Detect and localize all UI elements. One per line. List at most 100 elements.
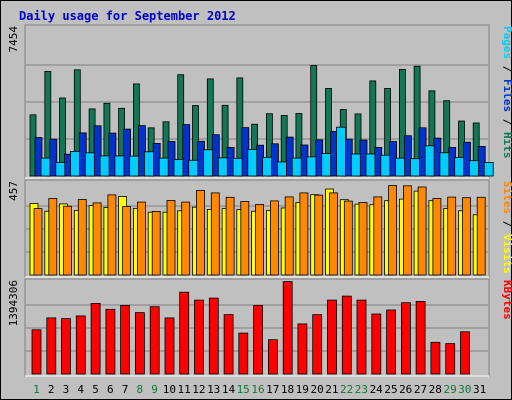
bar-kbytes-day-1 xyxy=(31,329,42,375)
bar-files-day-1 xyxy=(34,137,43,177)
bar-kbytes-day-28 xyxy=(430,341,441,375)
day-label-25: 25 xyxy=(384,383,397,396)
legend-entry: Pages xyxy=(501,26,512,59)
day-label-20: 20 xyxy=(310,383,323,396)
bar-kbytes-day-8 xyxy=(134,312,145,375)
bar-sites-day-29 xyxy=(447,196,457,276)
legend: Sites / Visits xyxy=(501,181,512,274)
legend-entry: Visits xyxy=(501,234,512,274)
day-labels: 1 2 3 4 5 6 7 8 9 10 11 12 13 14 15 16 17 18 19 20 21 22 23 24 2… xyxy=(33,383,486,396)
bar-pages-day-13 xyxy=(217,157,228,177)
bar-sites-day-3 xyxy=(63,205,72,276)
bar-sites-day-19 xyxy=(299,192,309,276)
legend-entry: Sites xyxy=(501,181,512,214)
day-label-9: 9 xyxy=(151,383,158,396)
bar-kbytes-day-4 xyxy=(75,315,86,375)
bar-pages-day-9 xyxy=(158,157,169,177)
bar-kbytes-day-30 xyxy=(460,331,470,375)
day-label-22: 22 xyxy=(340,383,353,396)
bar-kbytes-day-2 xyxy=(46,317,57,375)
day-label-30: 30 xyxy=(458,383,471,396)
bar-pages-day-31 xyxy=(483,162,494,177)
bar-pages-day-12 xyxy=(203,149,213,177)
day-label-18: 18 xyxy=(281,383,294,396)
bar-sites-day-1 xyxy=(33,208,43,276)
bar-sites-day-21 xyxy=(329,192,338,276)
bar-pages-day-4 xyxy=(84,152,95,177)
bar-pages-day-17 xyxy=(276,161,287,177)
bar-files-day-11 xyxy=(182,124,191,177)
day-label-11: 11 xyxy=(177,383,190,396)
day-label-8: 8 xyxy=(136,383,143,396)
bar-files-day-7 xyxy=(123,128,131,177)
bar-kbytes-day-3 xyxy=(61,318,71,375)
day-label-10: 10 xyxy=(163,383,176,396)
bar-kbytes-day-15 xyxy=(238,332,249,375)
day-label-5: 5 xyxy=(92,383,99,396)
legend: KBytes xyxy=(501,280,512,320)
bar-kbytes-day-13 xyxy=(208,297,219,375)
bar-pages-day-30 xyxy=(469,160,479,177)
bar-kbytes-day-29 xyxy=(445,343,456,375)
bar-pages-day-16 xyxy=(262,156,273,177)
bar-pages-day-18 xyxy=(291,157,302,177)
bar-kbytes-day-12 xyxy=(194,299,204,375)
bar-sites-day-17 xyxy=(269,200,279,276)
hits-panel: 7454 Pages / Files / Hits xyxy=(7,24,512,179)
chart-title: Daily usage for September 2012 xyxy=(19,9,236,23)
bar-sites-day-4 xyxy=(77,199,87,276)
day-label-12: 12 xyxy=(192,383,205,396)
bar-files-day-2 xyxy=(49,138,58,177)
legend-entry: Files xyxy=(501,79,512,112)
day-label-15: 15 xyxy=(237,383,250,396)
bar-pages-day-1 xyxy=(40,157,51,177)
bar-kbytes-day-6 xyxy=(105,308,116,375)
bar-pages-day-7 xyxy=(129,155,140,177)
bar-sites-day-6 xyxy=(107,194,117,276)
bar-sites-day-22 xyxy=(343,200,353,276)
bar-sites-day-23 xyxy=(358,202,368,276)
bar-kbytes-day-10 xyxy=(164,317,175,375)
bar-pages-day-2 xyxy=(55,162,66,177)
bar-kbytes-day-14 xyxy=(223,314,234,375)
day-label-7: 7 xyxy=(122,383,129,396)
bar-kbytes-day-24 xyxy=(371,313,382,375)
bar-sites-day-12 xyxy=(196,189,205,276)
bar-sites-day-18 xyxy=(284,196,294,276)
bar-sites-day-2 xyxy=(48,198,58,276)
bar-kbytes-day-7 xyxy=(120,304,130,375)
bar-kbytes-day-19 xyxy=(297,323,308,375)
bar-sites-day-8 xyxy=(136,201,146,276)
bar-kbytes-day-23 xyxy=(356,299,367,375)
bar-files-day-18 xyxy=(285,136,294,177)
bar-kbytes-day-16 xyxy=(253,304,264,375)
kbytes-panel: 1394306 KBytes xyxy=(7,278,512,377)
day-label-27: 27 xyxy=(414,383,427,396)
panels-layer: 7454 Pages / Files / Hits 457 Sites / Visit… xyxy=(7,24,512,377)
bar-sites-day-13 xyxy=(210,192,220,276)
bar-sites-day-27 xyxy=(417,186,427,276)
day-label-26: 26 xyxy=(399,383,412,396)
bar-sites-day-31 xyxy=(476,196,486,276)
bar-sites-day-30 xyxy=(462,197,471,276)
day-label-29: 29 xyxy=(443,383,456,396)
bar-pages-day-23 xyxy=(365,153,376,177)
day-label-14: 14 xyxy=(222,383,236,396)
legend: Pages / Files / Hits xyxy=(501,26,512,159)
bar-sites-day-11 xyxy=(181,201,191,276)
bar-pages-day-8 xyxy=(143,151,154,177)
day-label-28: 28 xyxy=(429,383,442,396)
bar-pages-day-24 xyxy=(380,154,391,177)
axis-max-label: 7454 xyxy=(7,26,20,53)
visits-panel: 457 Sites / Visits xyxy=(7,179,512,278)
bar-files-day-8 xyxy=(137,125,146,177)
bar-kbytes-day-21 xyxy=(327,299,337,375)
axis-max-label: 1394306 xyxy=(7,280,20,326)
bar-pages-day-5 xyxy=(99,155,110,177)
bar-files-day-26 xyxy=(403,135,412,177)
bar-pages-day-19 xyxy=(306,156,317,177)
bar-pages-day-21 xyxy=(336,126,346,177)
day-label-24: 24 xyxy=(370,383,384,396)
day-label-31: 31 xyxy=(473,383,486,396)
day-label-16: 16 xyxy=(251,383,264,396)
